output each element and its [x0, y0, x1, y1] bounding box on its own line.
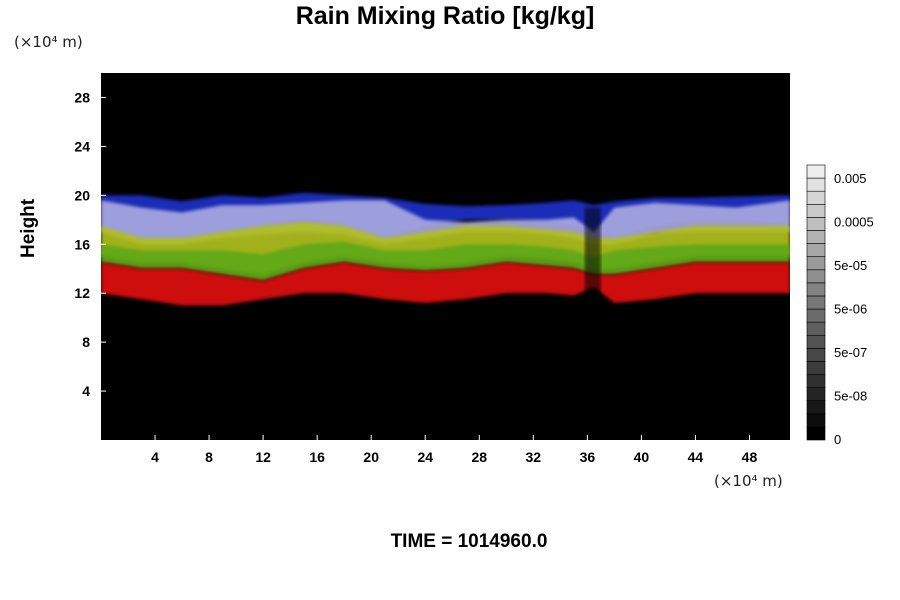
x-tick-label: 32 — [526, 449, 542, 465]
x-tick-label: 20 — [363, 449, 379, 465]
colorbar-level — [806, 334, 826, 349]
colorbar-label: 5e-08 — [834, 389, 867, 404]
y-tick-label: 4 — [82, 383, 90, 399]
x-axis-unit: (×10⁴ m) — [714, 472, 783, 490]
y-tick-label: 20 — [74, 187, 90, 203]
colorbar: 0 5e-08 5e-07 5e-06 5e-05 0.0005 0.005 — [806, 164, 874, 447]
band-gap — [584, 207, 601, 300]
colorbar-label: 5e-06 — [834, 302, 867, 317]
colorbar-label: 5e-05 — [834, 258, 867, 273]
colorbar-label: 0.005 — [834, 171, 867, 186]
colorbar-level — [806, 400, 826, 415]
time-label: TIME = 1014960.0 — [390, 531, 548, 552]
colorbar-level — [806, 413, 826, 428]
y-tick-label: 8 — [82, 334, 90, 350]
colorbar-level — [806, 295, 826, 310]
colorbar-label: 0 — [834, 432, 841, 447]
y-tick-label: 12 — [74, 285, 90, 301]
colorbar-level — [806, 243, 826, 257]
x-tick-label: 28 — [471, 449, 487, 465]
x-tick-label: 8 — [205, 449, 213, 465]
colorbar-level — [806, 308, 826, 323]
colorbar-level — [806, 256, 826, 271]
colorbar-level — [806, 374, 826, 388]
x-tick-label: 36 — [580, 449, 596, 465]
x-tick-label: 12 — [255, 449, 271, 465]
colorbar-label: 0.0005 — [834, 215, 874, 230]
x-tick-label: 44 — [688, 449, 704, 465]
band-green — [101, 241, 790, 281]
chart-title: Rain Mixing Ratio [kg/kg] — [295, 2, 595, 30]
colorbar-level — [806, 426, 826, 441]
x-tick-label: 40 — [634, 449, 650, 465]
colorbar-level — [806, 348, 826, 362]
x-tick-label: 4 — [151, 449, 159, 465]
colorbar-label: 5e-07 — [834, 345, 867, 360]
y-tick-label: 28 — [74, 89, 90, 105]
colorbar-level — [806, 190, 826, 205]
colorbar-level — [806, 230, 826, 244]
y-tick-label: 16 — [74, 236, 90, 252]
colorbar-level — [806, 282, 826, 297]
colorbar-level — [806, 269, 826, 284]
colorbar-level — [806, 361, 826, 375]
x-tick-label: 16 — [309, 449, 325, 465]
colorbar-level — [806, 177, 826, 192]
colorbar-level — [806, 203, 826, 218]
band-red — [101, 262, 790, 306]
colorbar-level — [806, 321, 826, 336]
y-axis-unit: (×10⁴ m) — [14, 33, 83, 51]
y-tick-label: 24 — [74, 138, 90, 154]
colorbar-level — [806, 164, 826, 179]
colorbar-level — [806, 217, 826, 231]
colorbar-level — [806, 387, 826, 402]
x-tick-label: 24 — [417, 449, 433, 465]
x-tick-label: 48 — [742, 449, 758, 465]
